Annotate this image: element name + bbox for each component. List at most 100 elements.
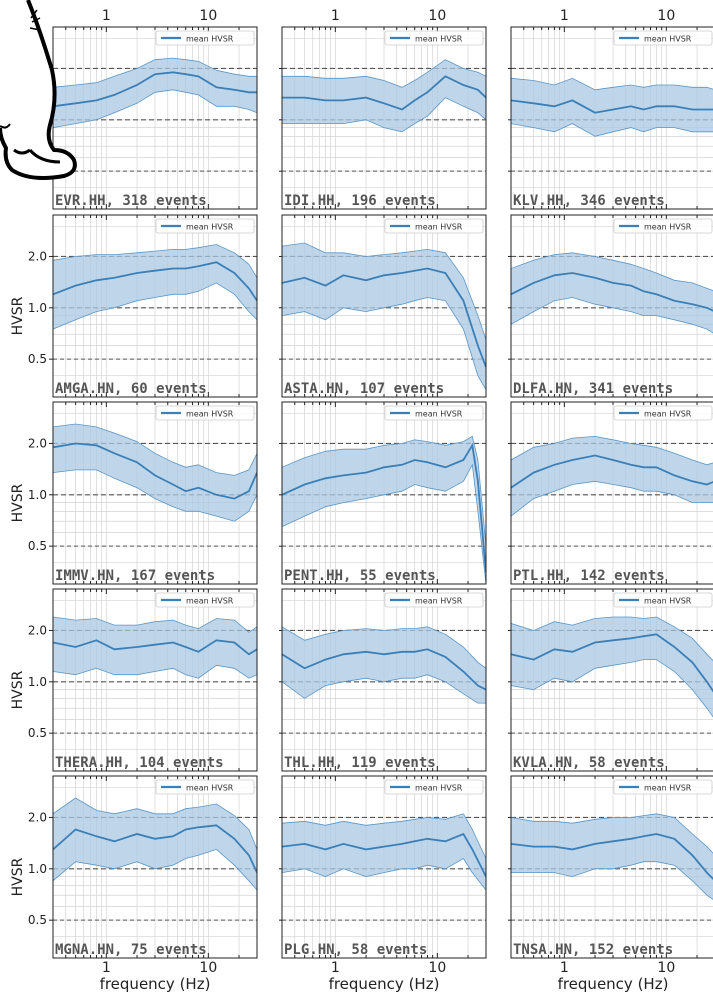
hvsr-panel: mean HVSR PLG.HN, 58 events [279, 775, 487, 959]
mean-hvsr-line [282, 832, 486, 878]
plot-area [53, 215, 257, 397]
y-tick-label: 0.5 [28, 539, 47, 553]
legend-label: mean HVSR [186, 410, 234, 419]
std-band [282, 435, 486, 584]
x-tick-label: 10 [428, 960, 446, 976]
legend-label: mean HVSR [415, 784, 463, 793]
station-label: EVR.HH, 318 events [55, 193, 207, 209]
std-band [511, 435, 713, 517]
x-tick-label: 1 [560, 960, 569, 976]
station-label: THL.HH, 119 events [284, 755, 436, 771]
std-band [282, 813, 486, 891]
legend-box [384, 218, 484, 234]
station-label: IDI.HH, 196 events [284, 193, 436, 209]
legend: mean HVSR [613, 779, 713, 795]
station-label: ASTA.HN, 107 events [284, 381, 444, 397]
std-band [53, 797, 257, 891]
legend: mean HVSR [155, 218, 255, 234]
plot-area [53, 402, 257, 584]
legend-box [613, 218, 713, 234]
hvsr-panel: mean HVSR PTL.HH, 142 events [508, 401, 713, 585]
station-label: DLFA.HN, 341 events [513, 381, 673, 397]
legend: mean HVSR [613, 30, 713, 46]
plot-area [511, 589, 713, 771]
hvsr-panel: 0.5 1.0 2.0 mean HVSR THERA.HH, 104 events [28, 588, 258, 772]
hvsr-panel: mean HVSR TNSA.HN, 152 events [508, 775, 713, 959]
mean-hvsr-line [53, 261, 257, 302]
mean-hvsr-line [53, 442, 257, 500]
legend-box [384, 592, 484, 608]
station-label: IMMV.HN, 167 events [55, 568, 215, 584]
y-axis-label: HVSR [10, 670, 26, 709]
hvsr-panel: mean HVSR THL.HH, 119 events [279, 588, 487, 772]
legend: mean HVSR [155, 405, 255, 421]
y-tick-label: 0.5 [28, 913, 47, 927]
x-tick-label-top: 1 [331, 8, 340, 24]
std-band [282, 626, 486, 704]
y-tick-label: 1.0 [28, 488, 47, 502]
hvsr-panel: mean HVSR KVLA.HN, 58 events [508, 588, 713, 772]
x-tick-label-top: 10 [428, 8, 446, 24]
mean-hvsr-line [53, 824, 257, 873]
legend-box [384, 30, 484, 46]
hvsr-panel: mean HVSR ASTA.HN, 107 events [279, 214, 487, 398]
y-axis-label: HVSR [10, 483, 26, 522]
x-axis-label: frequency (Hz) [558, 975, 669, 993]
y-tick-label: 2.0 [28, 249, 47, 263]
station-label: THERA.HH, 104 events [55, 755, 224, 771]
mean-hvsr-line [282, 648, 486, 691]
mean-hvsr-line [53, 639, 257, 656]
legend-label: mean HVSR [644, 223, 692, 232]
std-band [511, 616, 713, 718]
station-label: KVLA.HN, 58 events [513, 755, 665, 771]
legend: mean HVSR [384, 592, 484, 608]
legend-box [613, 30, 713, 46]
legend-label: mean HVSR [186, 784, 234, 793]
mean-hvsr-line [282, 75, 486, 111]
x-tick-label: 1 [102, 960, 111, 976]
station-label: MGNA.HN, 75 events [55, 942, 207, 958]
station-label: PTL.HH, 142 events [513, 568, 665, 584]
std-band [53, 57, 257, 129]
mean-hvsr-line [511, 633, 713, 693]
legend-label: mean HVSR [644, 410, 692, 419]
legend-box [384, 405, 484, 421]
y-tick-label: 1.0 [28, 301, 47, 315]
y-tick-label: 2.0 [28, 436, 47, 450]
plot-area [282, 589, 486, 771]
legend: mean HVSR [384, 30, 484, 46]
legend-box [155, 405, 255, 421]
legend-label: mean HVSR [186, 35, 234, 44]
x-tick-label-top: 1 [560, 8, 569, 24]
legend-box [613, 779, 713, 795]
hvsr-panel: 0.5 1.0 2.0 mean HVSR AMGA.HN, 60 events [28, 214, 258, 398]
y-tick-label: 2.0 [28, 810, 47, 824]
std-band [511, 252, 713, 334]
hvsr-panel: mean HVSR DLFA.HN, 341 events [508, 214, 713, 398]
plot-area [511, 776, 713, 958]
y-tick-label: 1.0 [28, 675, 47, 689]
legend-label: mean HVSR [644, 784, 692, 793]
legend-box [155, 592, 255, 608]
mean-hvsr-line [282, 267, 486, 368]
x-tick-label: 10 [657, 960, 675, 976]
station-label: PENT.HH, 55 events [284, 568, 436, 584]
x-tick-label-top: 1 [102, 8, 111, 24]
legend: mean HVSR [155, 779, 255, 795]
legend-label: mean HVSR [186, 597, 234, 606]
mean-hvsr-line [511, 833, 713, 881]
plot-area [511, 402, 713, 584]
station-label: PLG.HN, 58 events [284, 942, 427, 958]
plot-area [282, 27, 486, 209]
legend-label: mean HVSR [644, 35, 692, 44]
plot-area [53, 776, 257, 958]
mean-hvsr-line [511, 454, 713, 489]
legend-label: mean HVSR [415, 597, 463, 606]
plot-area [282, 402, 486, 584]
legend: mean HVSR [613, 592, 713, 608]
x-tick-label: 1 [331, 960, 340, 976]
hvsr-panel: 0.5 1.0 2.0 mean HVSR IMMV.HN, 167 events [28, 401, 258, 585]
mean-hvsr-line [511, 272, 713, 312]
